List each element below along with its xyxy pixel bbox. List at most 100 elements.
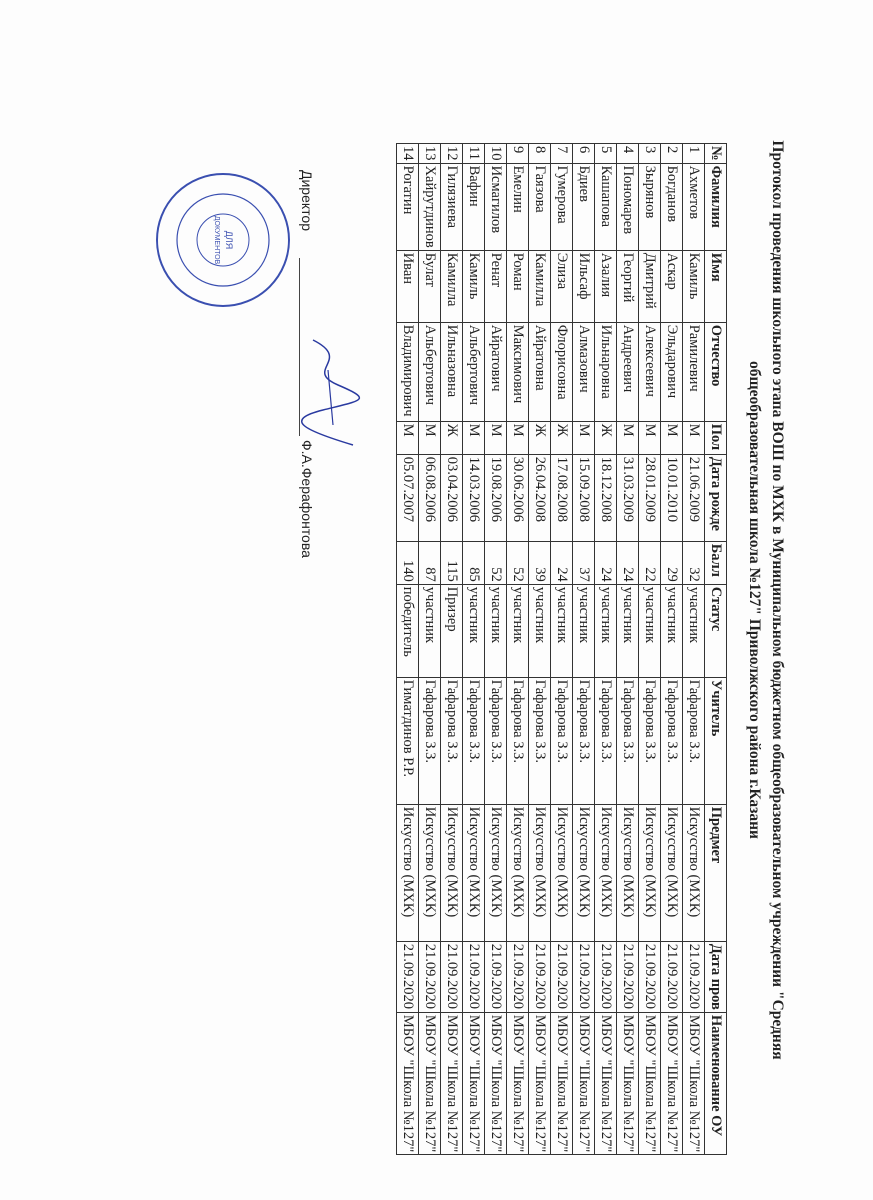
- table-cell: Георгий: [616, 250, 639, 323]
- table-cell: 26.04.2008: [528, 454, 551, 542]
- table-cell: участник: [550, 584, 573, 678]
- table-cell: 10.01.2010: [660, 454, 683, 542]
- table-cell: Хайрутдинов: [418, 163, 441, 251]
- table-cell: Гилязиева: [440, 163, 463, 251]
- table-cell: участник: [660, 584, 683, 678]
- table-cell: МБОУ "Школа №127": [550, 1012, 573, 1155]
- table-cell: МБОУ "Школа №127": [528, 1012, 551, 1155]
- table-cell: Вафин: [462, 163, 485, 251]
- table-row: 14 Рогатин Иван Владимирович М 05.07.2007 140 п…: [396, 143, 419, 1155]
- table-row: 6 Бдиев Ильсаф Алмазович М 15.09.2008 37 участн…: [572, 143, 595, 1155]
- table-cell: Гафарова З.З.: [550, 677, 573, 805]
- table-cell: Зырянов: [638, 163, 661, 251]
- table-cell: 06.08.2006: [418, 454, 441, 542]
- table-cell: 6: [572, 143, 595, 164]
- table-cell: Гаязова: [528, 163, 551, 251]
- table-cell: Гумерова: [550, 163, 573, 251]
- table-row: 13 Хайрутдинов Булат Альбертович М 06.08.2006…: [418, 143, 441, 1155]
- table-cell: 31.03.2009: [616, 454, 639, 542]
- table-cell: участник: [418, 584, 441, 678]
- table-cell: Исмагилов: [484, 163, 507, 251]
- table-cell: победитель: [396, 584, 419, 678]
- table-cell: участник: [462, 584, 485, 678]
- signature-name: Ф.А.Ферафонтова: [299, 440, 315, 558]
- table-cell: 28.01.2009: [638, 454, 661, 542]
- table-row: 8 Гаязова Камилла Айратовна Ж 26.04.2008 39 уча…: [528, 143, 551, 1155]
- table-cell: 21.09.2020: [462, 941, 485, 1013]
- document-title: Протокол проведения школьного этапа ВОШ …: [743, 40, 789, 1160]
- table-cell: Богданов: [660, 163, 683, 251]
- table-cell: Искусство (МХК): [638, 804, 661, 942]
- table-cell: Гафарова З.З.: [484, 677, 507, 805]
- table-cell: Ж: [550, 421, 573, 455]
- table-cell: участник: [682, 584, 705, 678]
- table-cell: 10: [484, 143, 507, 164]
- table-cell: 5: [594, 143, 617, 164]
- table-cell: Рамилевич: [682, 322, 705, 422]
- document-title-line2: общеобразовательная школа №127" Приволжс…: [746, 361, 763, 839]
- table-cell: Камилла: [528, 250, 551, 323]
- table-cell: 4: [616, 143, 639, 164]
- table-cell: Камиль: [462, 250, 485, 323]
- table-cell: Искусство (МХК): [594, 804, 617, 942]
- table-cell: 13: [418, 143, 441, 164]
- table-cell: Айратовна: [528, 322, 551, 422]
- table-cell: Альбертович: [462, 322, 485, 422]
- column-header: №: [704, 143, 727, 164]
- table-cell: Искусство (МХК): [396, 804, 419, 942]
- table-cell: 87: [418, 541, 441, 585]
- table-cell: М: [462, 421, 485, 455]
- table-cell: 21.09.2020: [682, 941, 705, 1013]
- signature-line: [299, 258, 300, 436]
- table-row: 9 Емелин Роман Максимович М 30.06.2006 52 участ…: [506, 143, 529, 1155]
- column-header: Наименование ОУ: [704, 1012, 727, 1155]
- table-row: 2 Богданов Аскар Эльдарович М 10.01.2010 29 уча…: [660, 143, 683, 1155]
- table-cell: 22: [638, 541, 661, 585]
- column-header: Имя: [704, 250, 727, 323]
- table-cell: 21.09.2020: [418, 941, 441, 1013]
- table-cell: 21.06.2009: [682, 454, 705, 542]
- table-cell: 140: [396, 541, 419, 585]
- column-header: Пол: [704, 421, 727, 455]
- table-row: 12 Гилязиева Камилла Ильназовна Ж 03.04.2006 1…: [440, 143, 463, 1155]
- table-row: 4 Пономарев Георгий Андреевич М 31.03.2009 24 у…: [616, 143, 639, 1155]
- table-cell: Гафарова З.З.: [660, 677, 683, 805]
- table-cell: Ильназовна: [440, 322, 463, 422]
- table-cell: 14.03.2006: [462, 454, 485, 542]
- table-cell: МБОУ "Школа №127": [396, 1012, 419, 1155]
- table-cell: Искусство (МХК): [528, 804, 551, 942]
- table-cell: Ренат: [484, 250, 507, 323]
- table-cell: 21.09.2020: [616, 941, 639, 1013]
- table-cell: Алексеевич: [638, 322, 661, 422]
- table-cell: Андреевич: [616, 322, 639, 422]
- table-cell: 24: [616, 541, 639, 585]
- table-cell: Гафарова З.З.: [440, 677, 463, 805]
- svg-text:ДЛЯ: ДЛЯ: [224, 231, 234, 250]
- table-cell: Айратович: [484, 322, 507, 422]
- column-header: Балл: [704, 541, 727, 585]
- table-cell: 03.04.2006: [440, 454, 463, 542]
- table-row: 5 Кашапова Азалия Ильнаровна Ж 18.12.2008 24 уч…: [594, 143, 617, 1155]
- column-header: Дата рожде: [704, 454, 727, 542]
- table-cell: Искусство (МХК): [660, 804, 683, 942]
- table-cell: Искусство (МХК): [484, 804, 507, 942]
- table-cell: участник: [594, 584, 617, 678]
- table-cell: М: [682, 421, 705, 455]
- table-cell: 39: [528, 541, 551, 585]
- table-cell: Искусство (МХК): [572, 804, 595, 942]
- table-cell: 15.09.2008: [572, 454, 595, 542]
- table-cell: МБОУ "Школа №127": [484, 1012, 507, 1155]
- table-cell: Камилла: [440, 250, 463, 323]
- table-cell: 21.09.2020: [638, 941, 661, 1013]
- table-cell: участник: [638, 584, 661, 678]
- table-cell: 52: [506, 541, 529, 585]
- table-cell: 30.06.2006: [506, 454, 529, 542]
- table-cell: участник: [506, 584, 529, 678]
- table-cell: М: [484, 421, 507, 455]
- table-cell: 9: [506, 143, 529, 164]
- table-header-row: № Фамилия Имя Отчество Пол Дата рожде Балл Стат…: [704, 143, 727, 1155]
- table-cell: 21.09.2020: [594, 941, 617, 1013]
- table-cell: М: [418, 421, 441, 455]
- table-cell: МБОУ "Школа №127": [440, 1012, 463, 1155]
